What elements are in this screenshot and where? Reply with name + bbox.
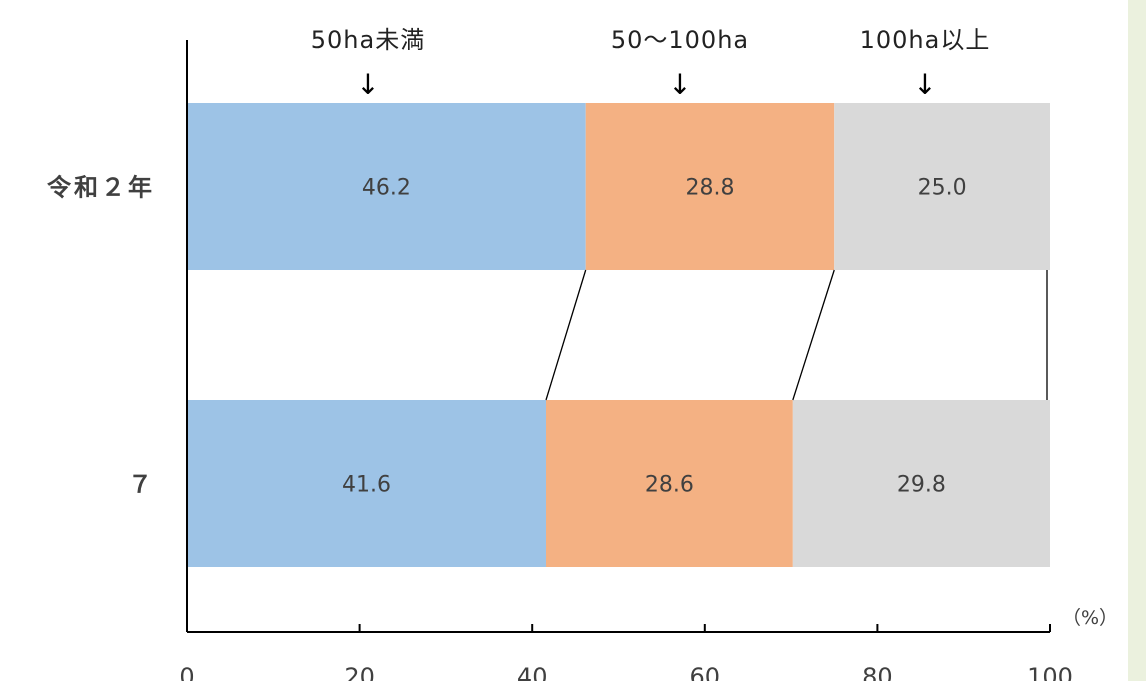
data-label: 28.8 (685, 176, 734, 201)
data-label: 29.8 (897, 473, 946, 498)
bar-segment-2-3 (792, 400, 1050, 567)
bar-segment-1-2 (585, 103, 835, 270)
legend-arrow-icon: ↓ (668, 68, 691, 101)
legend-label: 50ha未満 (311, 26, 425, 54)
right-edge-strip (1128, 0, 1146, 681)
x-tick-label: 80 (862, 663, 893, 681)
x-tick-label: 40 (517, 663, 548, 681)
bar-segment-1-1 (187, 103, 586, 270)
legend-label: 100ha以上 (860, 26, 991, 54)
x-tick-label: 0 (179, 663, 194, 681)
legend-label: 50～100ha (611, 26, 749, 54)
data-label: 41.6 (342, 473, 391, 498)
data-label: 28.6 (645, 473, 694, 498)
bar-segment-2-2 (546, 400, 793, 567)
category-label: ７ (128, 471, 155, 499)
x-tick-label: 60 (690, 663, 721, 681)
legend-arrow-icon: ↓ (356, 68, 379, 101)
data-label: 46.2 (362, 176, 411, 201)
category-label: 令和２年 (47, 174, 155, 202)
unit-label: （%） (1062, 607, 1118, 629)
bar-segment-1-3 (834, 103, 1050, 270)
data-label: 25.0 (918, 176, 967, 201)
x-tick-label: 20 (344, 663, 375, 681)
legend-arrow-icon: ↓ (913, 68, 936, 101)
series-connector-line (792, 269, 835, 401)
x-tick-label: 100 (1027, 663, 1073, 681)
series-connector-line (545, 269, 587, 401)
bar-segment-2-1 (187, 400, 547, 567)
